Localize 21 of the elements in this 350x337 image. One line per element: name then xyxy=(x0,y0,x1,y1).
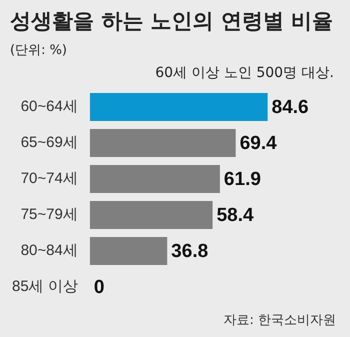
data-label: 58.4 xyxy=(216,205,254,226)
chart-title: 성생활을 하는 노인의 연령별 비율 xyxy=(10,9,334,33)
data-label: 84.6 xyxy=(272,97,309,118)
text: 자료: 한국소비자원 xyxy=(223,312,336,329)
y-tick-label: 75~79세 xyxy=(20,206,78,224)
y-tick-label: 80~84세 xyxy=(20,242,78,260)
bar xyxy=(90,200,213,230)
y-tick-label: 70~74세 xyxy=(20,170,78,188)
y-tick-label: 60~64세 xyxy=(20,98,78,116)
y-tick-label: 65~69세 xyxy=(20,134,78,152)
data-label: 69.4 xyxy=(240,133,278,154)
text: (단위: %) xyxy=(10,43,68,58)
bar xyxy=(90,92,268,122)
data-label: 36.8 xyxy=(171,241,208,262)
bar xyxy=(90,236,168,266)
y-tick-label: 85세 이상 xyxy=(12,278,78,296)
data-label: 61.9 xyxy=(224,169,261,190)
bar xyxy=(90,164,220,194)
data-label: 0 xyxy=(94,277,104,298)
bar xyxy=(90,128,236,158)
chart-subtitle: 60세 이상 노인 500명 대상. xyxy=(155,64,334,82)
